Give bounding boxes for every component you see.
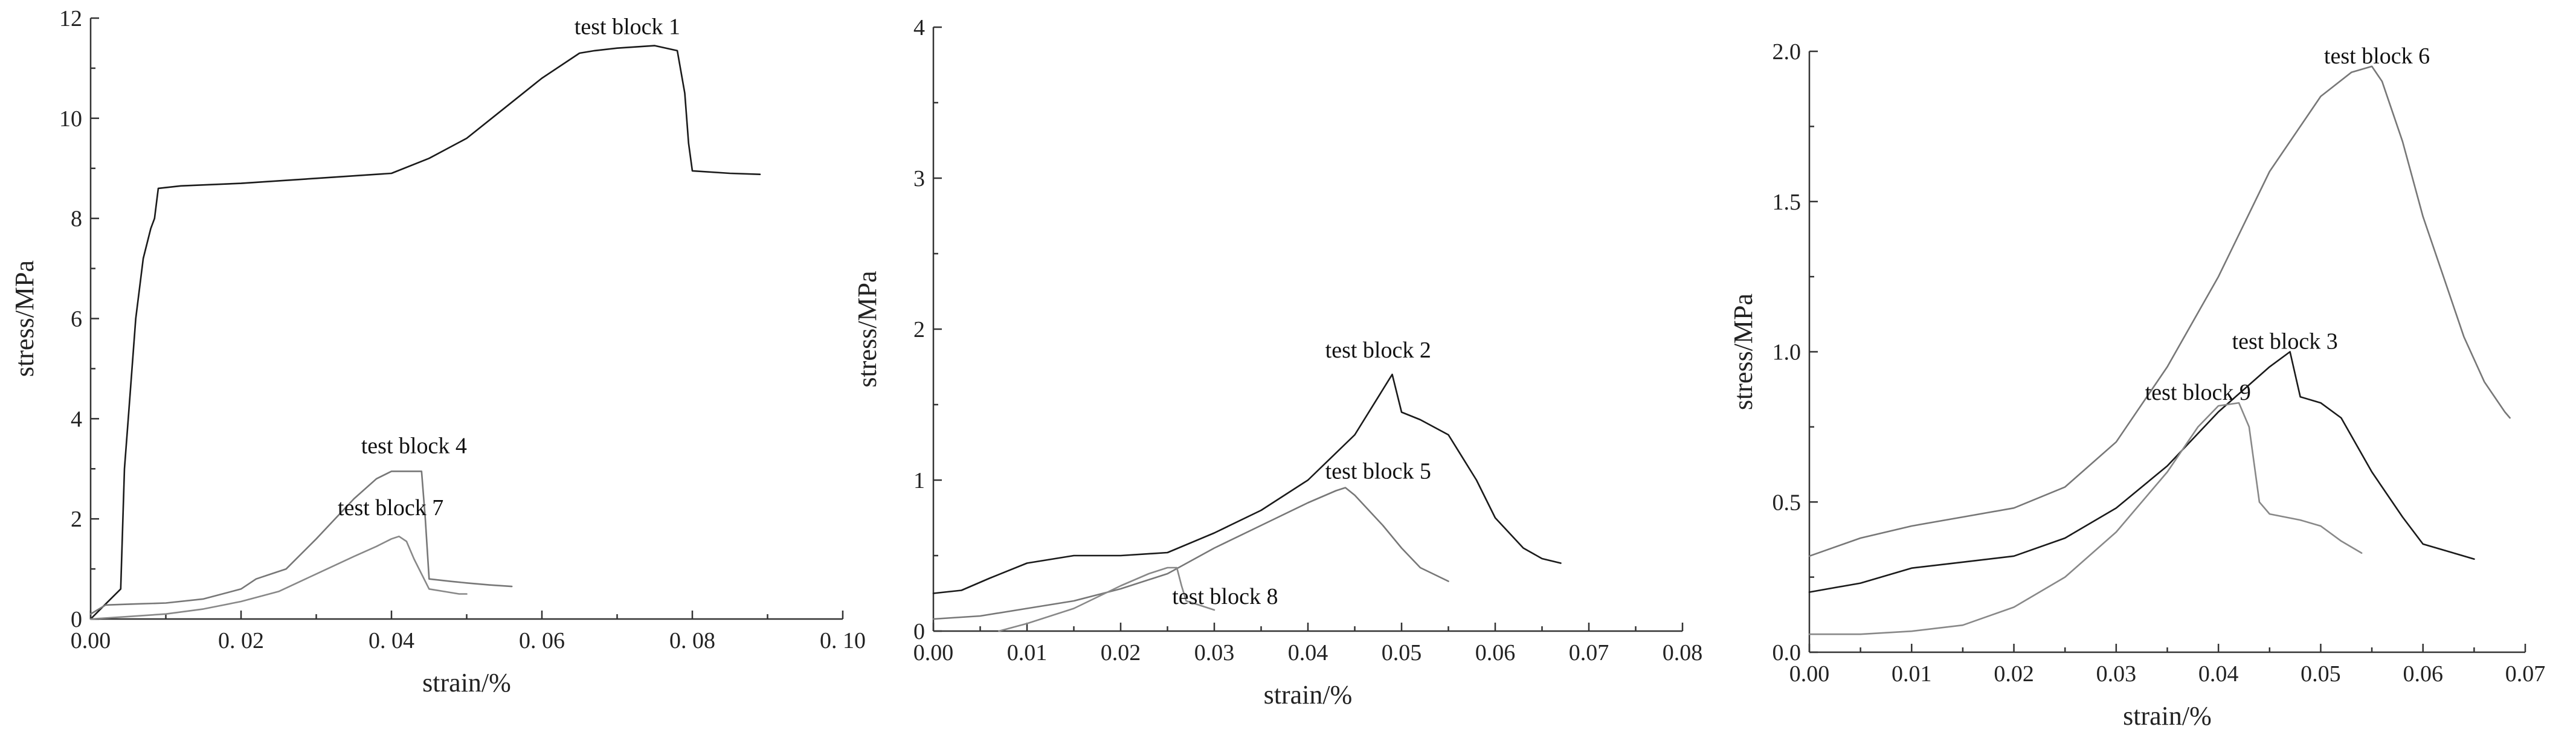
series-label: test block 2 bbox=[1325, 338, 1431, 363]
series-line-test-block-8 bbox=[998, 566, 1216, 632]
series-line-test-block-2 bbox=[932, 373, 1562, 594]
x-tick-label: 0. 04 bbox=[369, 628, 414, 653]
chart-panel-2: 0.00 0.01 0.02 0.03 0.04 0.05 0.06 0.07 0.08 0 1 2 3… bbox=[852, 15, 1702, 710]
y-tick-label: 0.0 bbox=[1773, 640, 1802, 666]
series-label: test block 3 bbox=[2232, 329, 2338, 354]
x-tick-label: 0.01 bbox=[1892, 661, 1932, 687]
y-tick-label: 8 bbox=[71, 207, 82, 232]
x-tick-label: 0. 02 bbox=[218, 628, 264, 653]
series-label: test block 7 bbox=[338, 495, 443, 521]
x-tick-label: 0.03 bbox=[2096, 661, 2137, 687]
x-tick-label: 0.05 bbox=[1382, 640, 1422, 666]
x-tick-label: 0.04 bbox=[2198, 661, 2239, 687]
y-axis-title: stress/MPa bbox=[1728, 294, 1758, 410]
x-tick-label: 0. 10 bbox=[820, 628, 866, 653]
series-label: test block 8 bbox=[1172, 584, 1278, 609]
x-tick-label: 0. 08 bbox=[669, 628, 715, 653]
y-tick-label: 1 bbox=[913, 468, 925, 493]
x-tick-label: 0.00 bbox=[913, 640, 954, 666]
series-line-test-block-1 bbox=[89, 45, 761, 620]
y-tick-label: 2 bbox=[71, 507, 82, 532]
y-tick-label: 10 bbox=[59, 106, 82, 132]
x-tick-label: 0.03 bbox=[1194, 640, 1235, 666]
chart-panel-3: 0.00 0.01 0.02 0.03 0.04 0.05 0.06 0.07 0.0 0.5 1.… bbox=[1728, 39, 2545, 731]
series-line-test-block-7 bbox=[89, 535, 468, 620]
series-line-test-block-5 bbox=[932, 487, 1449, 620]
y-tick-label: 0 bbox=[71, 607, 82, 632]
y-axis-title: stress/MPa bbox=[852, 271, 882, 387]
chart-panel-1: 0.00 0. 02 0. 04 0. 06 0. 08 0. 10 0 2 4 6 8 10 12 st… bbox=[10, 6, 866, 698]
series-line-test-block-3 bbox=[1808, 351, 2475, 593]
x-axis-title: strain/% bbox=[422, 668, 511, 698]
y-tick-label: 4 bbox=[71, 406, 82, 432]
x-tick-label: 0.07 bbox=[1569, 640, 1609, 666]
series-line-test-block-9 bbox=[1808, 402, 2363, 635]
series-label: test block 1 bbox=[575, 14, 680, 39]
x-tick-label: 0.02 bbox=[1994, 661, 2034, 687]
series-label: test block 6 bbox=[2324, 43, 2430, 69]
x-tick-label: 0.00 bbox=[71, 628, 111, 653]
series-label: test block 9 bbox=[2145, 380, 2251, 405]
series-label: test block 4 bbox=[361, 433, 467, 458]
y-tick-label: 3 bbox=[913, 166, 925, 191]
y-tick-label: 12 bbox=[59, 6, 82, 31]
x-tick-label: 0.01 bbox=[1007, 640, 1048, 666]
x-tick-label: 0.05 bbox=[2301, 661, 2341, 687]
x-tick-label: 0.08 bbox=[1663, 640, 1703, 666]
series-line-test-block-6 bbox=[1808, 65, 2511, 557]
y-tick-label: 2.0 bbox=[1773, 39, 1802, 65]
x-tick-label: 0. 06 bbox=[519, 628, 565, 653]
x-axis-title: strain/% bbox=[1264, 680, 1353, 710]
x-tick-label: 0.07 bbox=[2505, 661, 2546, 687]
x-tick-label: 0.04 bbox=[1288, 640, 1328, 666]
x-tick-label: 0.06 bbox=[1475, 640, 1516, 666]
y-axis-title: stress/MPa bbox=[10, 260, 39, 377]
x-tick-label: 0.00 bbox=[1789, 661, 1830, 687]
x-tick-label: 0.06 bbox=[2403, 661, 2443, 687]
y-tick-label: 4 bbox=[913, 15, 925, 40]
y-tick-label: 6 bbox=[71, 307, 82, 332]
x-axis-title: strain/% bbox=[2123, 701, 2212, 731]
series-line-test-block-4 bbox=[89, 470, 513, 615]
y-tick-label: 0.5 bbox=[1773, 490, 1802, 515]
x-tick-label: 0.02 bbox=[1101, 640, 1141, 666]
series-label: test block 5 bbox=[1325, 459, 1431, 484]
y-tick-label: 1.5 bbox=[1773, 190, 1802, 215]
y-tick-label: 2 bbox=[913, 317, 925, 342]
y-tick-label: 0 bbox=[913, 619, 925, 644]
y-tick-label: 1.0 bbox=[1773, 340, 1802, 365]
